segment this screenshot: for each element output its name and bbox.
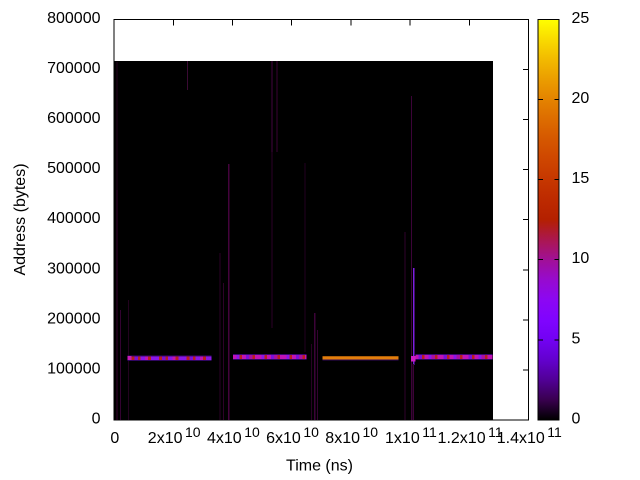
svg-text:20: 20 — [572, 90, 590, 107]
svg-text:300000: 300000 — [47, 260, 100, 277]
svg-text:800000: 800000 — [47, 10, 100, 27]
svg-text:5: 5 — [572, 330, 581, 347]
svg-text:15: 15 — [572, 170, 590, 187]
svg-text:500000: 500000 — [47, 160, 100, 177]
svg-text:200000: 200000 — [47, 310, 100, 327]
svg-text:10: 10 — [572, 250, 590, 267]
svg-text:Time (ns): Time (ns) — [286, 458, 353, 475]
svg-text:25: 25 — [572, 10, 590, 27]
svg-text:400000: 400000 — [47, 210, 100, 227]
svg-text:700000: 700000 — [47, 60, 100, 77]
svg-text:0: 0 — [92, 410, 101, 427]
svg-text:Address (bytes): Address (bytes) — [12, 163, 29, 275]
svg-text:0: 0 — [110, 430, 119, 447]
svg-text:100000: 100000 — [47, 360, 100, 377]
svg-text:600000: 600000 — [47, 110, 100, 127]
svg-text:0: 0 — [572, 410, 581, 427]
